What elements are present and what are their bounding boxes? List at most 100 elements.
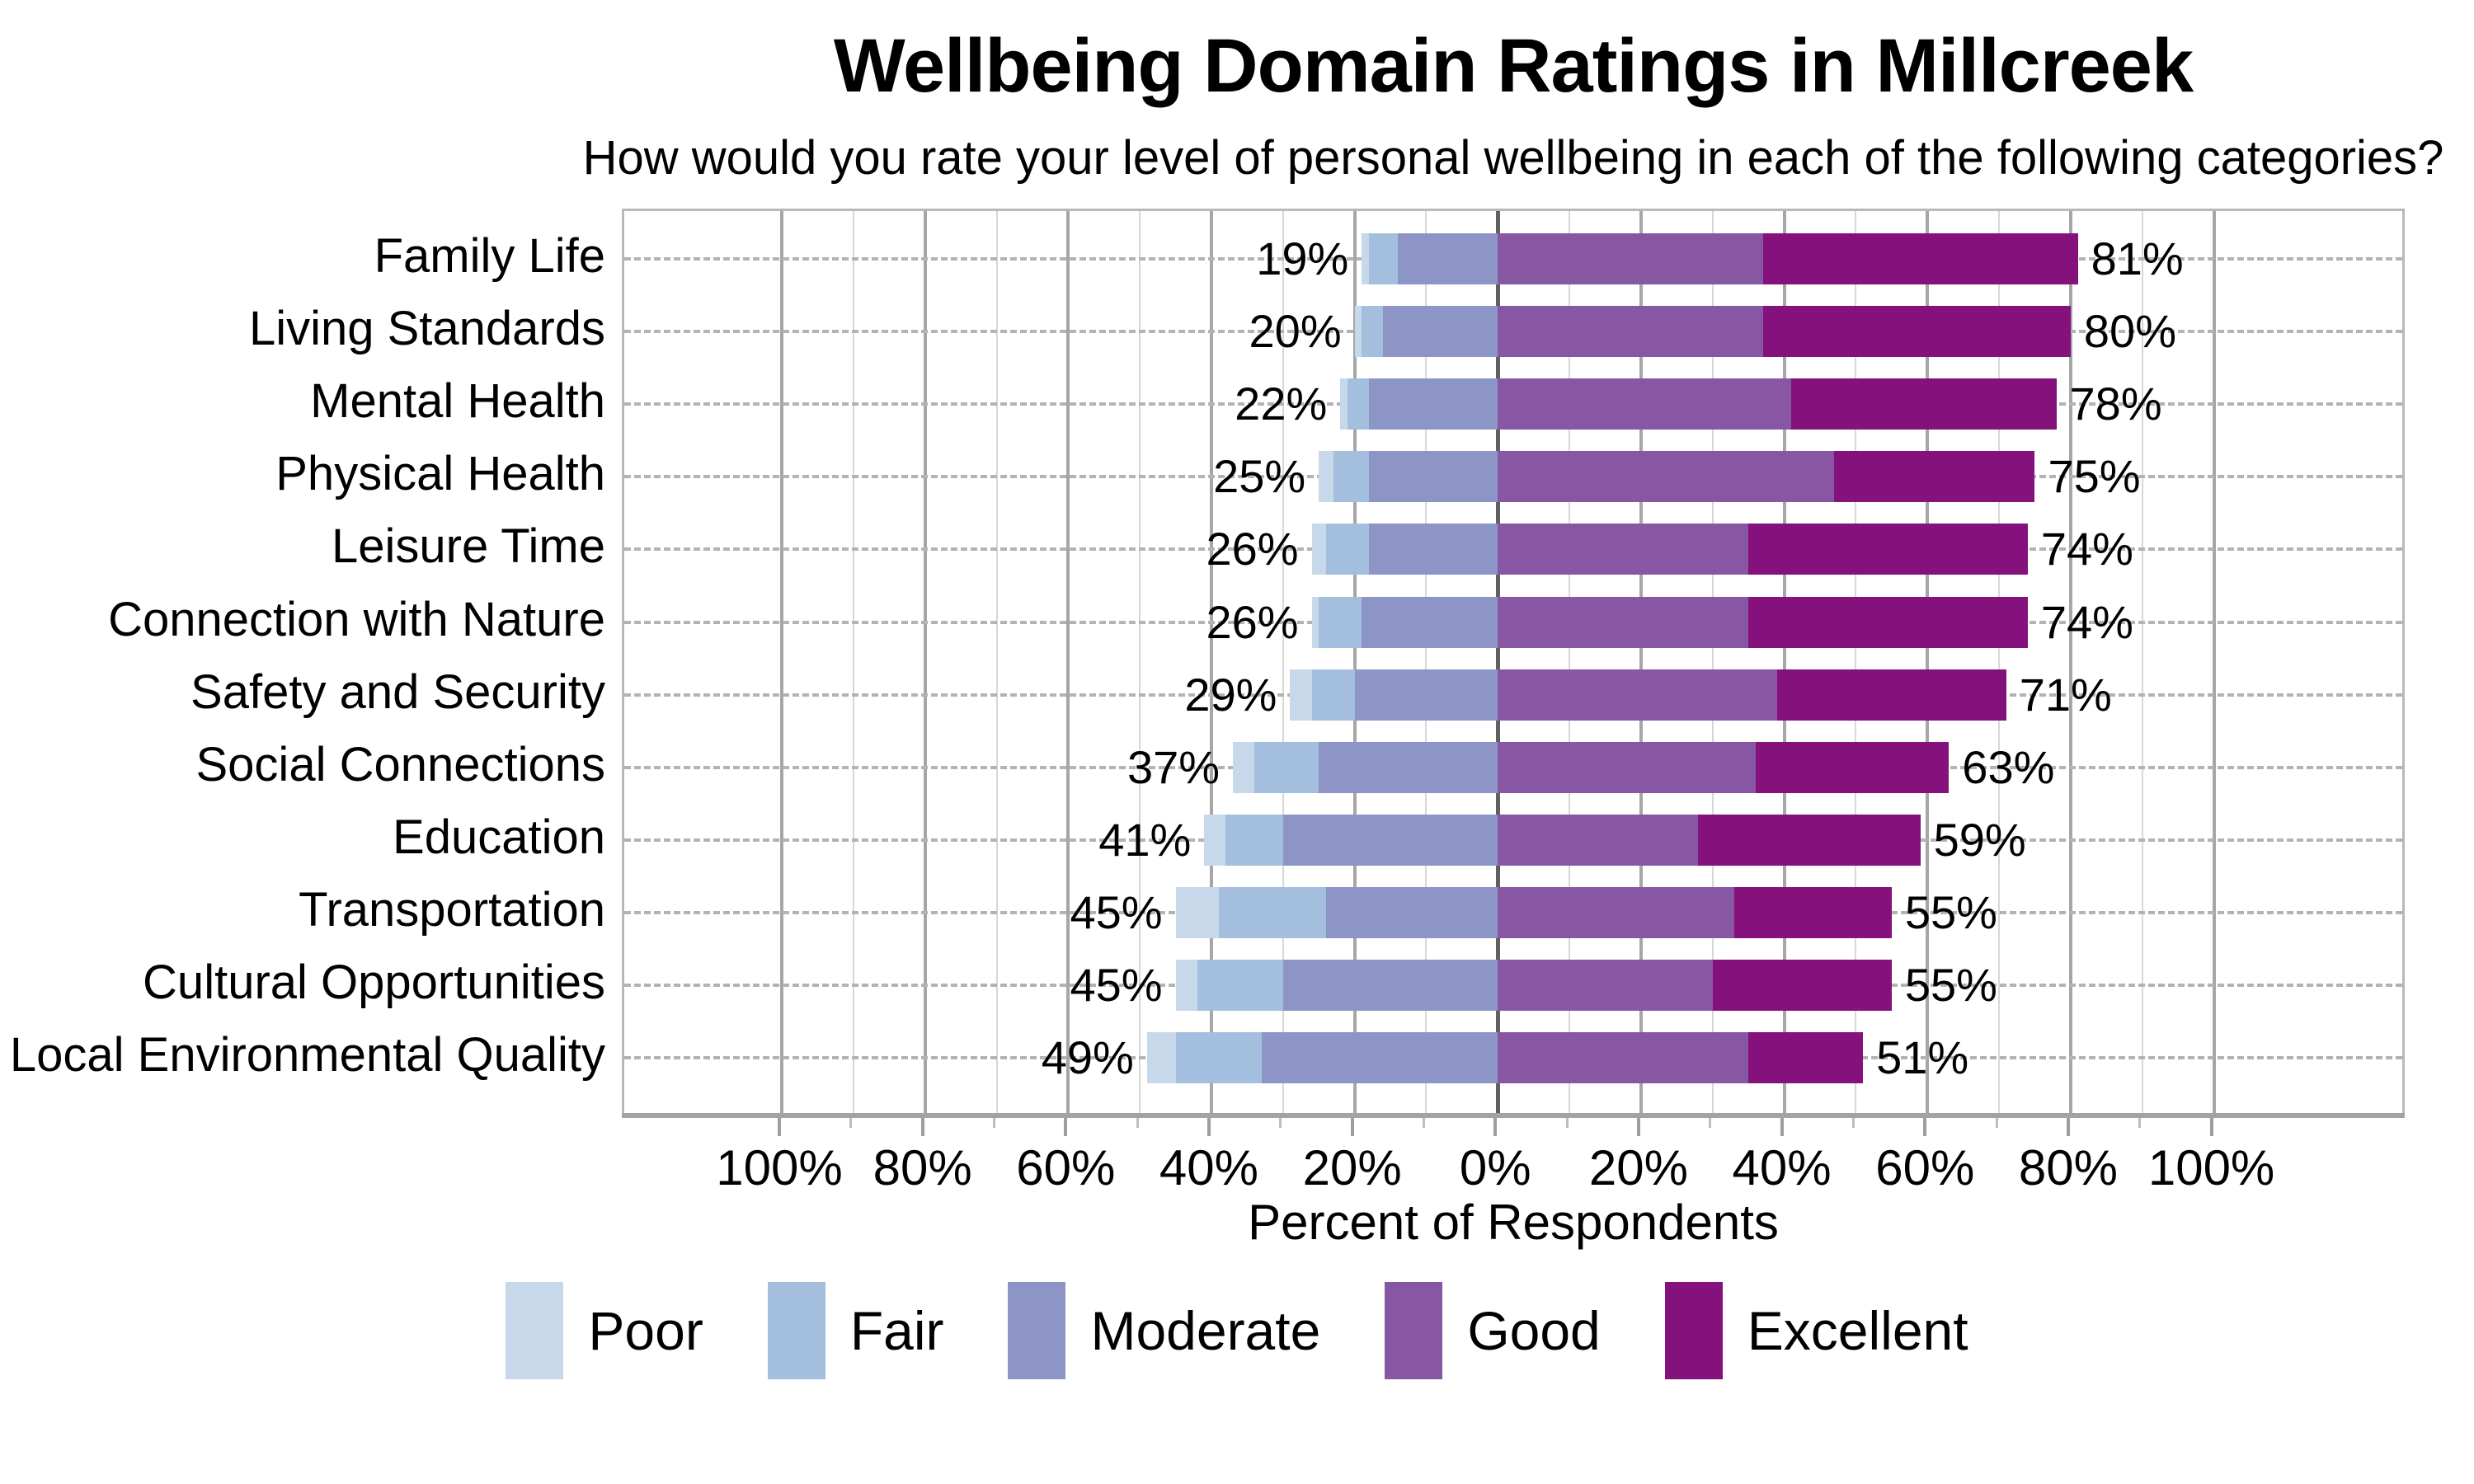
bar-segment-moderate — [1362, 596, 1498, 648]
x-axis-minor-tick — [993, 1118, 995, 1128]
legend-swatch-poor — [506, 1282, 564, 1379]
bar-segment-fair — [1218, 886, 1326, 938]
legend-item-moderate: Moderate — [1008, 1282, 1320, 1379]
bar-segment-moderate — [1383, 306, 1498, 358]
bar-segment-fair — [1197, 960, 1283, 1011]
right-total-label: 55% — [1904, 959, 1997, 1011]
legend: Poor Fair Moderate Good Excellent — [0, 1282, 2474, 1379]
bar-segment-good — [1498, 960, 1713, 1011]
legend-item-poor: Poor — [506, 1282, 703, 1379]
bar-segment-fair — [1319, 596, 1362, 648]
vertical-gridline — [1569, 211, 1571, 1113]
bar-segment-excellent — [1776, 669, 2006, 721]
bar-segment-good — [1498, 1032, 1749, 1084]
category-label: Family Life — [374, 229, 605, 283]
category-label: Local Environmental Quality — [9, 1028, 605, 1082]
x-axis-tick-label: 20% — [1302, 1140, 1402, 1195]
x-axis-minor-tick — [1565, 1118, 1569, 1128]
legend-label: Moderate — [1090, 1300, 1321, 1361]
bar-segment-excellent — [1698, 814, 1921, 866]
left-total-label: 41% — [1098, 813, 1192, 866]
x-axis-major-tick — [1493, 1118, 1498, 1136]
legend-swatch-good — [1385, 1282, 1443, 1379]
bar-segment-moderate — [1282, 814, 1498, 866]
vertical-gridline — [852, 211, 854, 1113]
x-axis-major-tick — [1780, 1118, 1784, 1136]
vertical-gridline — [2141, 211, 2143, 1113]
bar-segment-excellent — [1762, 233, 2078, 284]
legend-label: Poor — [588, 1300, 703, 1361]
category-label: Transportation — [299, 882, 605, 937]
category-label: Education — [393, 810, 605, 864]
bar-segment-fair — [1175, 1032, 1262, 1084]
bar-row-7 — [1290, 669, 2006, 721]
legend-label: Fair — [849, 1300, 944, 1361]
x-axis-tick-label: 100% — [716, 1140, 843, 1195]
bar-segment-moderate — [1325, 886, 1498, 938]
bar-segment-poor — [1311, 524, 1326, 575]
legend-label: Excellent — [1747, 1300, 1968, 1361]
x-axis-minor-tick — [849, 1118, 853, 1128]
bar-segment-poor — [1146, 1032, 1176, 1084]
bar-row-11 — [1175, 960, 1892, 1011]
legend-label: Good — [1467, 1300, 1601, 1361]
bar-segment-fair — [1325, 524, 1369, 575]
legend-item-good: Good — [1385, 1282, 1601, 1379]
left-total-label: 29% — [1184, 668, 1277, 721]
bar-row-4 — [1319, 451, 2035, 503]
bar-segment-moderate — [1368, 451, 1498, 503]
bar-segment-poor — [1362, 233, 1369, 284]
x-axis-tick-label: 40% — [1159, 1140, 1259, 1195]
x-axis-tick-label: 100% — [2147, 1140, 2275, 1195]
category-label: Connection with Nature — [108, 592, 605, 646]
right-total-label: 71% — [2019, 668, 2112, 721]
right-total-label: 81% — [2091, 232, 2184, 284]
category-label: Leisure Time — [331, 519, 605, 574]
bar-segment-excellent — [1733, 886, 1892, 938]
bar-segment-good — [1498, 451, 1835, 503]
vertical-gridline — [1782, 211, 1786, 1113]
legend-swatch-fair — [767, 1282, 825, 1379]
zero-gridline — [1495, 211, 1500, 1113]
right-total-label: 74% — [2040, 523, 2133, 575]
vertical-gridline — [2212, 211, 2216, 1113]
bar-segment-poor — [1319, 451, 1333, 503]
bar-row-8 — [1233, 741, 1950, 793]
bar-segment-fair — [1333, 451, 1369, 503]
category-label: Cultural Opportunities — [143, 956, 605, 1009]
bar-segment-poor — [1204, 814, 1226, 866]
left-total-label: 45% — [1070, 959, 1163, 1011]
x-axis-tick-label: 40% — [1732, 1140, 1832, 1195]
vertical-gridline — [1855, 211, 1857, 1113]
bar-row-3 — [1340, 378, 2057, 430]
x-axis-tick-label: 60% — [1875, 1140, 1975, 1195]
legend-swatch-excellent — [1664, 1282, 1723, 1379]
bar-row-5 — [1311, 524, 2028, 575]
bar-row-9 — [1204, 814, 1921, 866]
vertical-gridline — [1711, 211, 1714, 1113]
right-total-label: 55% — [1904, 885, 1997, 938]
x-axis-major-tick — [778, 1118, 782, 1136]
x-axis-major-tick — [1923, 1118, 1927, 1136]
bar-row-1 — [1362, 233, 2078, 284]
x-axis-major-tick — [1064, 1118, 1068, 1136]
category-label: Living Standards — [248, 302, 605, 356]
bar-segment-moderate — [1368, 378, 1498, 430]
chart-title: Wellbeing Domain Ratings in Millcreek — [833, 24, 2194, 108]
bar-row-2 — [1354, 306, 2071, 358]
category-label: Social Connections — [195, 737, 605, 791]
bar-segment-good — [1498, 596, 1749, 648]
bar-segment-excellent — [1712, 960, 1892, 1011]
x-axis-tick-label: 20% — [1588, 1140, 1688, 1195]
vertical-gridline — [1209, 211, 1213, 1113]
bar-segment-excellent — [1762, 306, 2071, 358]
bar-segment-excellent — [1748, 596, 2028, 648]
bar-segment-good — [1498, 524, 1749, 575]
left-total-label: 26% — [1206, 523, 1299, 575]
vertical-gridline — [1639, 211, 1643, 1113]
vertical-gridline — [2068, 211, 2072, 1113]
x-axis-minor-tick — [1995, 1118, 1998, 1128]
left-total-label: 20% — [1249, 305, 1342, 358]
bar-segment-good — [1498, 886, 1734, 938]
